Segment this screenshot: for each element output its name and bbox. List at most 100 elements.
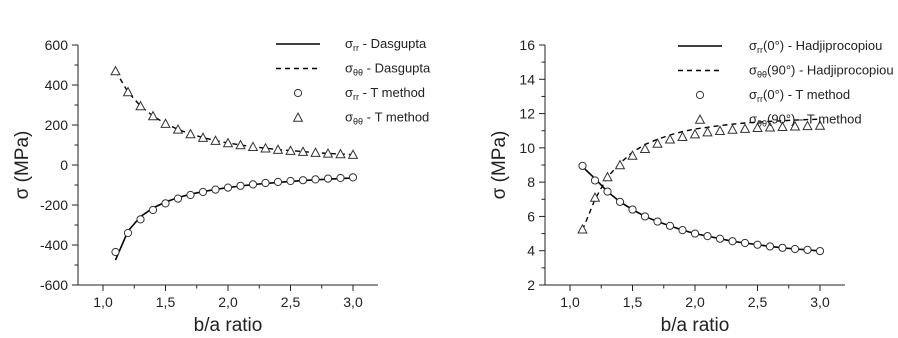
data-point <box>778 243 787 252</box>
legend-label: σrr - Dasgupta <box>345 36 427 53</box>
data-point <box>728 237 737 246</box>
data-point <box>753 240 762 249</box>
data-point <box>347 149 359 159</box>
data-point <box>578 161 587 170</box>
data-point <box>311 175 320 184</box>
x-tick-label: 3,0 <box>810 294 830 310</box>
legend-swatch-marker <box>694 114 706 124</box>
data-point <box>172 123 184 134</box>
data-point <box>815 246 825 256</box>
data-point <box>628 205 637 214</box>
y-tick-label: 6 <box>527 208 535 224</box>
data-point <box>185 128 196 139</box>
legend-swatch-marker <box>695 90 705 100</box>
data-point <box>286 176 295 186</box>
legend-subscript: rr <box>353 43 359 53</box>
x-axis-title: b/a ratio <box>661 315 730 336</box>
x-tick-label: 3,0 <box>343 294 363 310</box>
legend-subscript: θθ <box>353 68 363 78</box>
data-point <box>136 215 145 224</box>
legend-subscript: rr <box>353 92 359 102</box>
data-point <box>665 221 675 230</box>
data-point <box>677 131 688 141</box>
y-tick-label: 14 <box>519 71 535 87</box>
series-2 <box>114 70 354 156</box>
y-tick-label: 8 <box>527 174 535 190</box>
data-point <box>590 176 600 185</box>
legend-symbol: σ <box>749 112 757 127</box>
data-point <box>615 197 625 206</box>
y-tick-label: 12 <box>519 106 535 122</box>
series-3 <box>578 161 825 256</box>
y-tick-label: 400 <box>45 77 69 93</box>
data-point <box>348 173 358 182</box>
y-tick-label: 4 <box>527 243 535 259</box>
data-point <box>603 187 612 196</box>
data-point <box>653 217 662 226</box>
data-point <box>210 135 221 145</box>
series-3 <box>111 173 358 257</box>
data-point <box>639 143 651 153</box>
y-tick-label: 16 <box>519 37 535 53</box>
legend-symbol: σ <box>345 61 353 76</box>
series-line <box>114 177 354 261</box>
data-point <box>739 123 751 133</box>
data-point <box>614 159 626 170</box>
y-tick-label: 600 <box>45 37 69 53</box>
x-tick-label: 1,0 <box>560 294 580 310</box>
y-tick-label: -600 <box>40 277 68 293</box>
data-point <box>247 141 259 152</box>
series-line <box>581 166 821 252</box>
y-tick-label: 10 <box>519 140 535 156</box>
legend-subscript: θθ <box>757 119 767 129</box>
x-tick-label: 2,0 <box>218 294 238 310</box>
data-point <box>702 126 713 137</box>
data-point <box>135 100 146 111</box>
data-point <box>298 176 308 185</box>
data-point <box>336 173 345 183</box>
data-point <box>261 178 270 188</box>
legend-suffix: - T method <box>363 110 429 125</box>
data-point <box>161 199 170 208</box>
chart-left-dasgupta: 1,0 1,5 2,0 2,5 3,0 600 400 200 0 -200 -400 -600 b/a… <box>12 36 431 336</box>
data-point <box>147 110 159 121</box>
series-1 <box>114 177 354 261</box>
data-point <box>678 226 687 235</box>
data-point <box>122 86 134 97</box>
x-tick-label: 1,5 <box>623 294 643 310</box>
legend-label: σrr(0°) - Hadjiprocopiou <box>749 38 882 55</box>
data-point <box>765 242 775 251</box>
x-tick-label: 1,5 <box>156 294 176 310</box>
legend-suffix: - Dasgupta <box>363 61 431 76</box>
legend-suffix: (90°) - Hadjiprocopiou <box>767 63 894 78</box>
data-point <box>173 194 183 203</box>
x-axis-title: b/a ratio <box>194 315 263 336</box>
data-point <box>640 212 650 221</box>
data-point <box>703 232 712 241</box>
x-tick-label: 1,0 <box>93 294 113 310</box>
legend-label: σrr - T method <box>345 85 425 102</box>
legend-label: σrr(0°) - T method <box>749 87 850 104</box>
data-point <box>777 121 788 132</box>
legend-subscript: rr <box>757 94 763 104</box>
legend-symbol: σ <box>749 38 757 53</box>
legend-suffix: (0°) - T method <box>763 87 850 102</box>
y-axis-title: σ (MPa) <box>489 131 510 200</box>
data-point <box>715 234 725 243</box>
data-point <box>273 177 283 187</box>
data-point <box>160 118 171 128</box>
legend-symbol: σ <box>345 85 353 100</box>
data-point <box>790 244 800 254</box>
series-4 <box>110 65 359 159</box>
data-point <box>111 247 120 257</box>
data-point <box>197 132 209 142</box>
legend-label: σθθ - T method <box>345 110 429 127</box>
legend-swatch-marker <box>293 88 303 98</box>
y-tick-label: 0 <box>60 157 68 173</box>
x-tick-label: 2,0 <box>685 294 705 310</box>
series-line <box>581 118 821 231</box>
data-point <box>110 65 121 76</box>
data-point <box>322 147 334 158</box>
legend-suffix: (0°) - Hadjiprocopiou <box>763 38 882 53</box>
